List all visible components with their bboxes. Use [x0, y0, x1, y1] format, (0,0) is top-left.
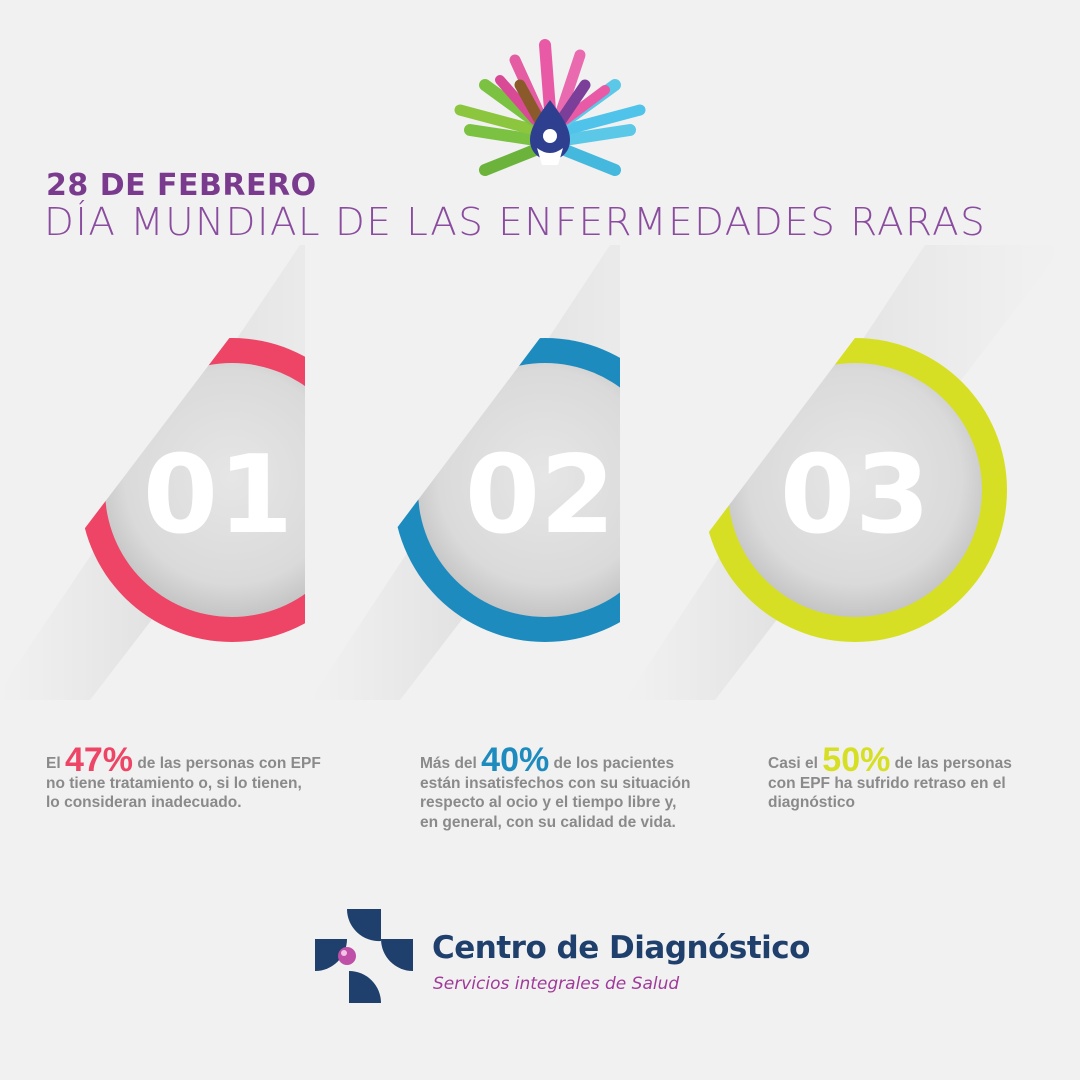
- stat-2-suffix: de los pacientes: [553, 755, 675, 772]
- stat-2-line-1: están insatisfechos con su situación: [420, 774, 691, 792]
- event-title: DÍA MUNDIAL DE LAS ENFERMEDADES RARAS: [44, 200, 987, 244]
- stat-block-2: Más del 40% de los pacientes están insat…: [420, 743, 691, 832]
- ring-number-3: 03: [780, 433, 930, 558]
- stat-3-line-2: diagnóstico: [768, 794, 855, 811]
- brand-name: Centro de Diagnóstico: [432, 930, 810, 966]
- stat-1-line-1: no tiene tratamiento o, si lo tienen,: [46, 774, 302, 792]
- stat-3-percent: 50%: [822, 741, 891, 779]
- numbered-rings-graphic: 01 02 03: [0, 245, 1065, 700]
- ring-number-2: 02: [465, 433, 615, 558]
- ring-number-1: 01: [143, 433, 293, 558]
- ring-item-3: 03: [620, 245, 1065, 700]
- stat-3-suffix: de las personas: [894, 755, 1012, 772]
- stat-2-prefix: Más del: [420, 755, 477, 772]
- stat-block-3: Casi el 50% de las personas con EPF ha s…: [768, 743, 1012, 813]
- event-date: 28 DE FEBRERO: [46, 168, 317, 203]
- stat-2-line-3: en general, con su calidad de vida.: [420, 813, 676, 831]
- rare-disease-hands-logo-icon: [454, 39, 646, 176]
- stat-1-percent: 47%: [64, 741, 134, 779]
- brand-tagline: Servicios integrales de Salud: [433, 974, 680, 994]
- stat-3-line-1: con EPF ha sufrido retraso en el: [768, 774, 1006, 792]
- stat-3-prefix: Casi el: [768, 755, 818, 772]
- stat-block-1: El 47% de las personas con EPF no tiene …: [46, 743, 321, 813]
- stat-2-percent: 40%: [481, 741, 550, 779]
- stat-2-line-2: respecto al ocio y el tiempo libre y,: [420, 794, 677, 811]
- stat-1-suffix: de las personas con EPF: [137, 755, 321, 772]
- stat-1-line-2: lo consideran inadecuado.: [46, 794, 242, 811]
- stat-1-prefix: El: [46, 755, 61, 772]
- medical-cross-logo-icon: [315, 909, 413, 1003]
